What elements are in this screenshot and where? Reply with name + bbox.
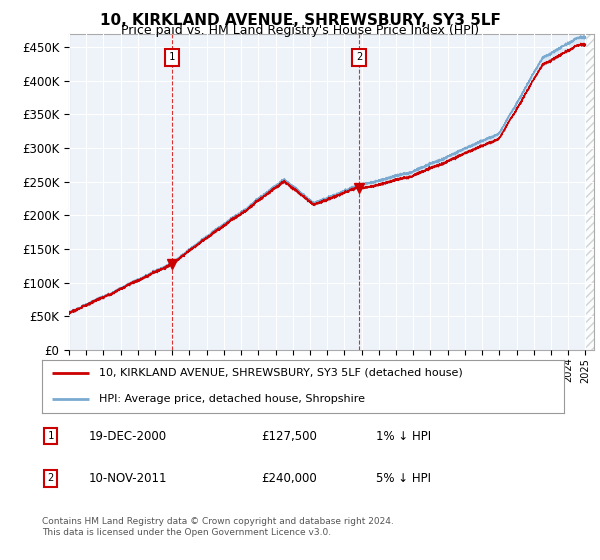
Text: 1: 1: [169, 52, 175, 62]
Bar: [586, 34, 594, 350]
Text: HPI: Average price, detached house, Shropshire: HPI: Average price, detached house, Shro…: [100, 394, 365, 404]
Text: 19-DEC-2000: 19-DEC-2000: [89, 430, 167, 443]
Text: 5% ↓ HPI: 5% ↓ HPI: [376, 472, 431, 485]
Text: 2: 2: [47, 473, 53, 483]
Text: 10-NOV-2011: 10-NOV-2011: [89, 472, 167, 485]
Text: 2: 2: [356, 52, 362, 62]
Text: 1: 1: [47, 431, 53, 441]
Text: 10, KIRKLAND AVENUE, SHREWSBURY, SY3 5LF: 10, KIRKLAND AVENUE, SHREWSBURY, SY3 5LF: [100, 13, 500, 28]
Text: 10, KIRKLAND AVENUE, SHREWSBURY, SY3 5LF (detached house): 10, KIRKLAND AVENUE, SHREWSBURY, SY3 5LF…: [100, 368, 463, 378]
Text: Price paid vs. HM Land Registry's House Price Index (HPI): Price paid vs. HM Land Registry's House …: [121, 24, 479, 36]
Text: 1% ↓ HPI: 1% ↓ HPI: [376, 430, 431, 443]
Text: This data is licensed under the Open Government Licence v3.0.: This data is licensed under the Open Gov…: [42, 528, 331, 537]
Text: £127,500: £127,500: [261, 430, 317, 443]
Text: Contains HM Land Registry data © Crown copyright and database right 2024.: Contains HM Land Registry data © Crown c…: [42, 516, 394, 526]
Text: £240,000: £240,000: [261, 472, 317, 485]
